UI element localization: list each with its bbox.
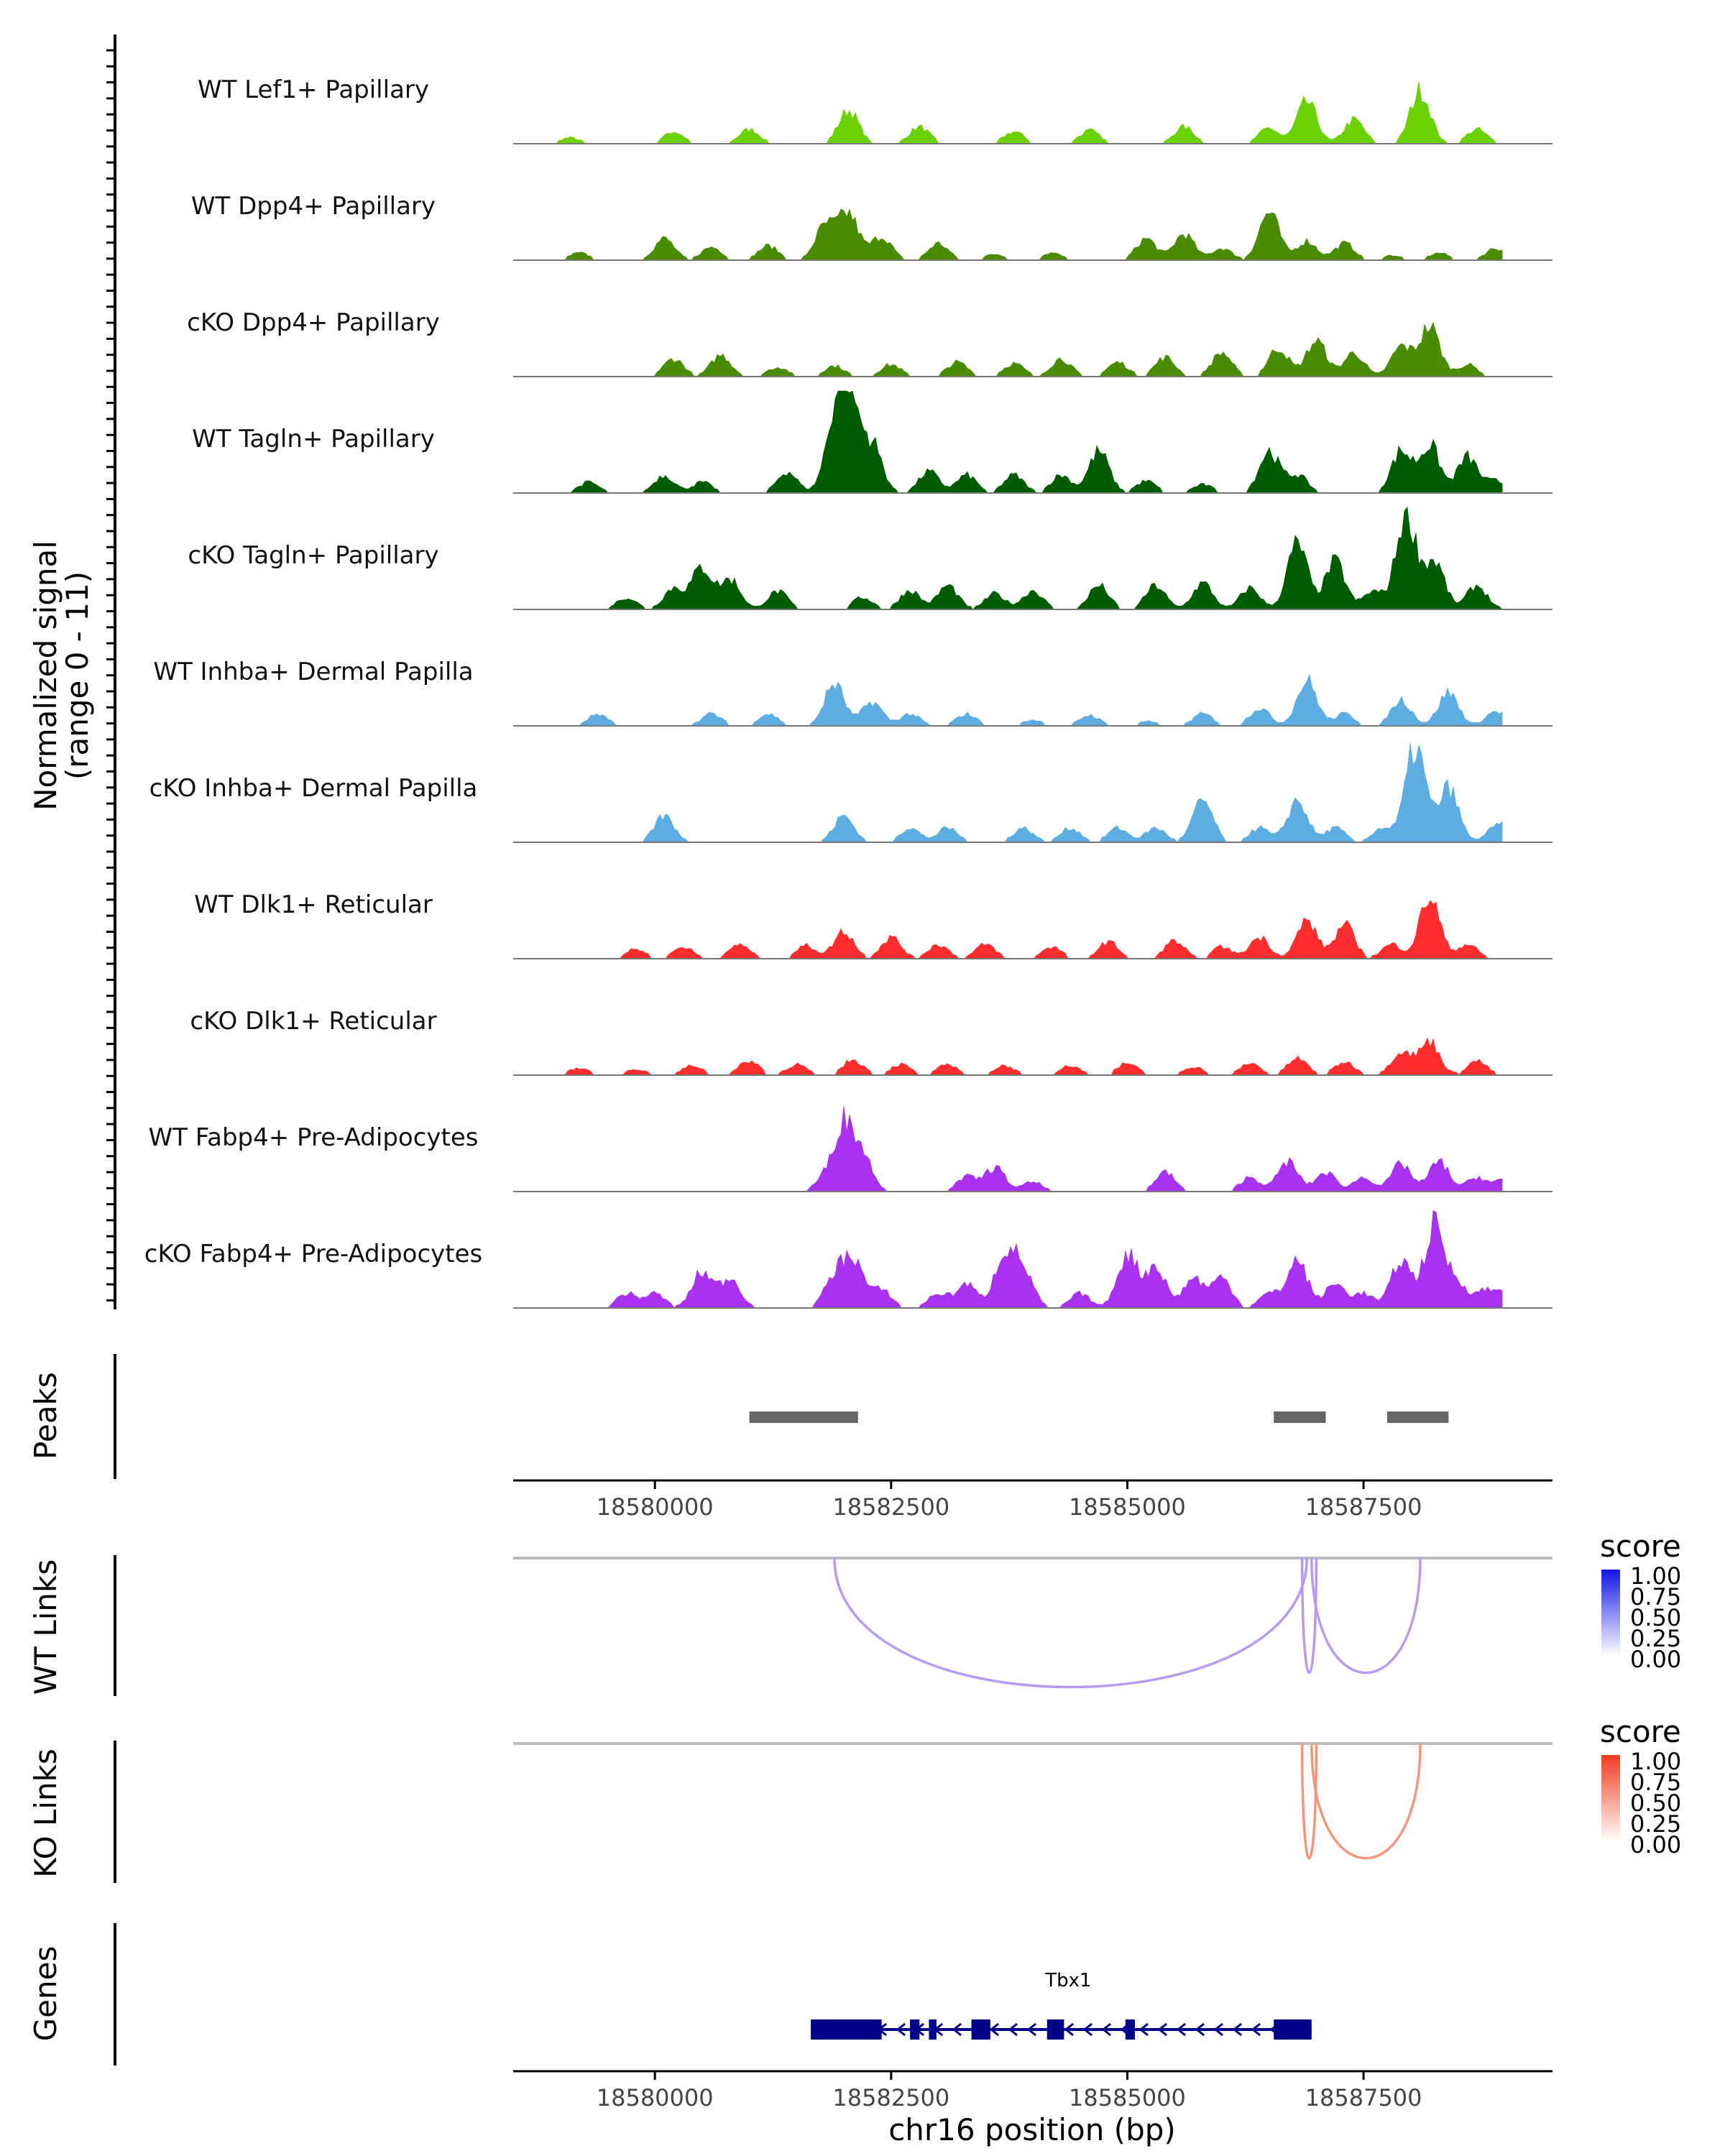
strand-arrow bbox=[952, 2022, 962, 2037]
strand-arrow bbox=[1232, 2022, 1243, 2037]
coverage-panel: Normalized signal (range 0 - 11) WT Lef1… bbox=[28, 34, 1552, 1309]
peak-regions bbox=[749, 1411, 1449, 1423]
links-track-label: KO Links bbox=[28, 1749, 63, 1878]
x-axis-bottom: 18580000 18582500 18585000 18587500 bbox=[513, 2070, 1552, 2111]
track-label: cKO Tagln+ Papillary bbox=[188, 541, 438, 570]
peak-region bbox=[1274, 1411, 1326, 1423]
strand-arrow bbox=[1101, 2022, 1112, 2037]
track-label: WT Dpp4+ Papillary bbox=[191, 192, 436, 221]
track-label: WT Fabp4+ Pre-Adipocytes bbox=[149, 1123, 479, 1152]
track-label: cKO Fabp4+ Pre-Adipocytes bbox=[144, 1240, 483, 1268]
legend-colorbar bbox=[1601, 1755, 1620, 1841]
coverage-area bbox=[513, 82, 1502, 144]
strand-arrow bbox=[1138, 2022, 1149, 2037]
legend-tick-label: 0.50 bbox=[1630, 1604, 1681, 1631]
coverage-area bbox=[513, 321, 1502, 377]
legend-tick-label: 0.00 bbox=[1630, 1646, 1681, 1673]
coverage-area bbox=[513, 1210, 1503, 1309]
gene-exon bbox=[929, 2019, 937, 2040]
x-axis-tick-label: 18580000 bbox=[597, 1493, 714, 1521]
x-axis-tick-label: 18587500 bbox=[1305, 2084, 1422, 2111]
coverage-area bbox=[513, 743, 1503, 843]
strand-arrow bbox=[896, 2022, 906, 2037]
coverage-area bbox=[513, 507, 1503, 610]
link-arc bbox=[833, 1557, 1308, 1689]
x-axis-tick-label: 18580000 bbox=[597, 2084, 714, 2111]
legend-colorbar bbox=[1601, 1570, 1620, 1656]
track-label: cKO Dlk1+ Reticular bbox=[190, 1007, 436, 1036]
track-label: cKO Inhba+ Dermal Papilla bbox=[150, 774, 478, 803]
strand-arrow bbox=[1251, 2022, 1261, 2037]
legend-tick-label: 0.50 bbox=[1630, 1789, 1681, 1817]
legend-tick-label: 0.75 bbox=[1630, 1583, 1681, 1611]
peaks-panel: Peaks bbox=[28, 1354, 1449, 1479]
legend-tick-label: 0.25 bbox=[1630, 1810, 1681, 1838]
legend-tick-label: 1.00 bbox=[1630, 1748, 1681, 1775]
x-axis-tick-label: 18587500 bbox=[1305, 1493, 1422, 1521]
track-label: WT Lef1+ Papillary bbox=[198, 75, 429, 104]
legend-title: score bbox=[1600, 1714, 1681, 1749]
link-arc bbox=[1300, 1557, 1318, 1674]
strand-arrow bbox=[1082, 2022, 1093, 2037]
coverage-area bbox=[513, 1037, 1502, 1076]
track-label: WT Inhba+ Dermal Papilla bbox=[153, 658, 473, 686]
gene-exon bbox=[1125, 2019, 1135, 2040]
strand-arrow bbox=[1026, 2022, 1037, 2037]
gene-exon bbox=[971, 2019, 990, 2040]
strand-arrow bbox=[1195, 2022, 1205, 2037]
x-axis-tick-label: 18585000 bbox=[1069, 2084, 1186, 2111]
strand-arrow bbox=[1213, 2022, 1224, 2037]
x-axis-title: chr16 position (bp) bbox=[888, 2112, 1176, 2147]
link-arc bbox=[1310, 1557, 1422, 1674]
gene-model-tbx1 bbox=[811, 2019, 1312, 2040]
link-arc bbox=[1310, 1743, 1422, 1860]
genes-panel: Genes Tbx1 bbox=[28, 1923, 1312, 2065]
coverage-y-label: Normalized signal bbox=[28, 540, 63, 811]
legend-tick-label: 0.00 bbox=[1630, 1831, 1681, 1858]
strand-arrow bbox=[989, 2022, 1000, 2037]
x-axis-tick-label: 18582500 bbox=[832, 2084, 949, 2111]
peaks-track-label: Peaks bbox=[28, 1372, 63, 1460]
legend-tick-label: 0.25 bbox=[1630, 1625, 1681, 1652]
track-label: WT Tagln+ Papillary bbox=[192, 425, 435, 453]
genes-track-label: Genes bbox=[28, 1946, 63, 2042]
track-label: cKO Dpp4+ Papillary bbox=[187, 308, 440, 337]
coverage-y-range-label: (range 0 - 11) bbox=[60, 571, 95, 780]
x-axis-top: 18580000 18582500 18585000 18587500 bbox=[513, 1479, 1552, 1521]
strand-arrow bbox=[1064, 2022, 1075, 2037]
gene-exon bbox=[1046, 2019, 1064, 2040]
strand-arrow bbox=[1008, 2022, 1018, 2037]
coverage-tracks: WT Lef1+ Papillary WT Dpp4+ Papillary cKO … bbox=[144, 75, 1552, 1309]
x-axis-tick-label: 18582500 bbox=[832, 1493, 949, 1521]
legend-title: score bbox=[1600, 1529, 1681, 1564]
track-label: WT Dlk1+ Reticular bbox=[194, 890, 433, 919]
gene-exon bbox=[910, 2019, 920, 2040]
strand-arrow bbox=[1157, 2022, 1168, 2037]
peak-region bbox=[1386, 1411, 1449, 1423]
gene-exon bbox=[811, 2019, 882, 2040]
peak-region bbox=[749, 1411, 858, 1423]
legend-tick-label: 1.00 bbox=[1630, 1562, 1681, 1590]
legend-tick-label: 0.75 bbox=[1630, 1769, 1681, 1796]
links-track-label: WT Links bbox=[28, 1560, 63, 1695]
x-axis-tick-label: 18585000 bbox=[1069, 1493, 1186, 1521]
strand-arrow bbox=[1176, 2022, 1187, 2037]
link-arc bbox=[1300, 1743, 1318, 1860]
gene-name-label: Tbx1 bbox=[1044, 1970, 1091, 1991]
coverage-y-ticks bbox=[106, 49, 115, 1302]
gene-exon bbox=[1274, 2019, 1312, 2040]
